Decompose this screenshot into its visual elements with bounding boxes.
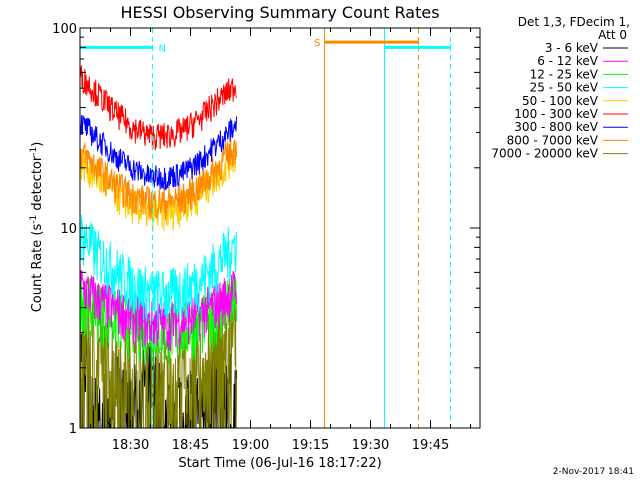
legend-label: 50 - 100 keV	[522, 94, 599, 108]
series-25-50-keV-trace	[80, 214, 237, 323]
y-tick-label: 100	[52, 22, 77, 37]
chart-title: HESSI Observing Summary Count Rates	[120, 3, 439, 22]
series-800-7000-keV-trace	[80, 136, 237, 221]
legend-label: 800 - 7000 keV	[507, 133, 599, 147]
y-axis-label: Count Rate (s-1 detector-1)	[29, 142, 45, 313]
legend-label: 300 - 800 keV	[514, 120, 598, 134]
series-7000-20000-keV-trace	[80, 289, 237, 428]
legend-label: 12 - 25 keV	[530, 67, 599, 81]
legend-label: 100 - 300 keV	[514, 107, 598, 121]
plot-frame	[79, 27, 481, 429]
y-tick-label: 10	[60, 222, 77, 237]
legend-label: 7000 - 20000 keV	[491, 147, 598, 161]
legend-header-line-2: Att 0	[598, 28, 627, 42]
night-flag-label: N	[159, 43, 166, 54]
legend-header-line-1: Det 1,3, FDecim 1,	[518, 15, 630, 29]
x-tick-label: 19:00	[232, 438, 269, 453]
series-6-12-keV-trace	[80, 270, 237, 351]
x-tick-label: 18:30	[112, 438, 149, 453]
x-tick-label: 19:45	[412, 438, 449, 453]
x-tick-label: 18:45	[172, 438, 209, 453]
series-100-300-keV-trace	[80, 65, 237, 151]
axis-ticks: 18:30 18:45 19:00 19:15 19:30 19:45 1 10 100	[52, 22, 480, 453]
series-300-800-keV-trace	[80, 115, 237, 191]
series-layer	[80, 65, 237, 428]
generated-timestamp: 2-Nov-2017 18:41	[553, 467, 634, 477]
legend-label: 3 - 6 keV	[545, 41, 599, 55]
saa-flag-label: S	[314, 38, 320, 49]
legend-label: 25 - 50 keV	[530, 81, 599, 95]
x-tick-label: 19:30	[352, 438, 389, 453]
y-tick-label: 1	[69, 422, 77, 437]
legend-label: 6 - 12 keV	[537, 54, 599, 68]
x-axis-label: Start Time (06-Jul-16 18:17:22)	[178, 456, 381, 471]
x-tick-label: 19:15	[292, 438, 329, 453]
